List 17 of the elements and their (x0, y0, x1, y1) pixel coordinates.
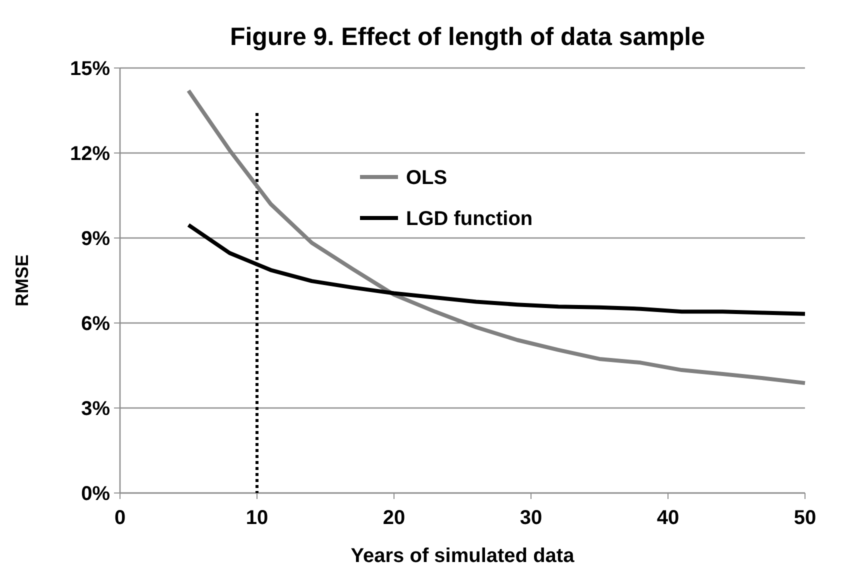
x-tick-label: 10 (246, 507, 268, 529)
y-axis-title: RMSE (12, 254, 32, 307)
chart-title: Figure 9. Effect of length of data sample (230, 23, 706, 51)
y-tick-label: 0% (81, 483, 110, 505)
legend-label: LGD function (406, 208, 533, 230)
y-tick-label: 12% (70, 143, 110, 165)
x-tick-label: 30 (520, 507, 542, 529)
x-tick-label: 50 (794, 507, 816, 529)
x-tick-label: 0 (114, 507, 126, 529)
y-tick-label: 3% (81, 398, 110, 420)
y-tick-label: 15% (70, 58, 110, 80)
x-axis-title: Years of simulated data (350, 545, 576, 567)
y-tick-label: 6% (81, 313, 110, 335)
legend-label: OLS (406, 167, 448, 189)
y-tick-label: 9% (81, 228, 110, 250)
x-tick-label: 20 (382, 507, 406, 529)
x-tick-label: 40 (656, 507, 680, 529)
